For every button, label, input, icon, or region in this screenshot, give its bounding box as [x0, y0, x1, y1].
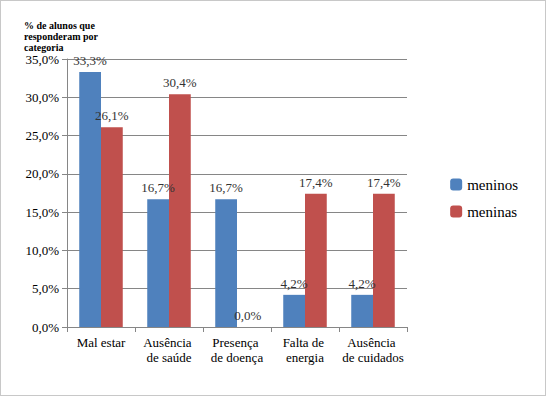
- svg-text:categoria: categoria: [24, 42, 63, 53]
- svg-text:15,0%: 15,0%: [25, 205, 59, 220]
- svg-text:35,0%: 35,0%: [25, 52, 59, 67]
- svg-text:de saúde: de saúde: [146, 350, 191, 365]
- svg-text:Falta de: Falta de: [283, 335, 328, 350]
- svg-text:26,1%: 26,1%: [95, 108, 129, 123]
- svg-text:4,2%: 4,2%: [349, 276, 376, 291]
- svg-text:Ausência: Ausência: [143, 335, 195, 350]
- svg-text:Ausência: Ausência: [347, 335, 399, 350]
- svg-text:10,0%: 10,0%: [25, 243, 59, 258]
- svg-text:20,0%: 20,0%: [25, 166, 59, 181]
- svg-text:de cuidados: de cuidados: [342, 350, 404, 365]
- svg-text:25,0%: 25,0%: [25, 128, 59, 143]
- svg-text:16,7%: 16,7%: [209, 180, 243, 195]
- svg-text:30,4%: 30,4%: [163, 75, 197, 90]
- svg-text:Presença: Presença: [212, 335, 261, 350]
- svg-text:5,0%: 5,0%: [32, 281, 59, 296]
- svg-text:Mal estar: Mal estar: [77, 335, 126, 350]
- svg-text:0,0%: 0,0%: [234, 308, 261, 323]
- svg-text:meninos: meninos: [467, 177, 518, 193]
- svg-text:energia: energia: [286, 350, 324, 365]
- svg-text:% de alunos que: % de alunos que: [24, 20, 97, 31]
- svg-text:responderam por: responderam por: [24, 31, 100, 42]
- svg-text:de doença: de doença: [211, 350, 264, 365]
- svg-text:17,4%: 17,4%: [367, 175, 401, 190]
- svg-text:30,0%: 30,0%: [25, 90, 59, 105]
- svg-text:4,2%: 4,2%: [281, 276, 308, 291]
- svg-text:0,0%: 0,0%: [32, 320, 59, 335]
- svg-text:16,7%: 16,7%: [141, 180, 175, 195]
- svg-text:33,3%: 33,3%: [73, 53, 107, 68]
- svg-text:17,4%: 17,4%: [299, 175, 333, 190]
- svg-text:meninas: meninas: [467, 204, 517, 220]
